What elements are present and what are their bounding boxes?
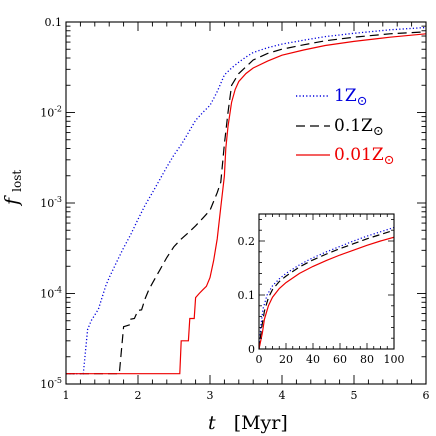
legend-entry-1: 0.1Z⊙ bbox=[334, 116, 384, 139]
inset-x-tick-label: 40 bbox=[306, 353, 320, 366]
inset-y-tick-label: 0.2 bbox=[238, 235, 256, 248]
inset-x-tick-label: 20 bbox=[279, 353, 293, 366]
inset-x-tick-label: 100 bbox=[384, 353, 405, 366]
y-axis-label: f lost bbox=[1, 170, 24, 207]
y-tick-label: 10-4 bbox=[40, 286, 62, 301]
inset-y-tick-label: 0 bbox=[248, 343, 255, 356]
inset-x-tick-label: 80 bbox=[360, 353, 374, 366]
y-tick-label: 0.1 bbox=[45, 16, 63, 29]
legend: 1Z⊙ 0.1Z⊙ 0.01Z⊙ bbox=[296, 86, 395, 168]
legend-entry-2: 0.01Z⊙ bbox=[334, 145, 395, 168]
series-line-1 bbox=[66, 31, 426, 375]
inset-x-tick-label: 0 bbox=[256, 353, 263, 366]
x-tick-label: 6 bbox=[423, 389, 430, 402]
series-line-0 bbox=[66, 26, 426, 375]
main-plot: 1 2 3 4 5 6 10-5 10-4 10-3 10-2 0.1 bbox=[40, 16, 429, 402]
x-tick-label: 1 bbox=[63, 389, 70, 402]
inset-plot: 0 20 40 60 80 100 0 0.1 0.2 bbox=[238, 213, 405, 366]
x-tick-label: 5 bbox=[351, 389, 358, 402]
x-axis-label: t [Myr] bbox=[208, 412, 288, 434]
inset-x-tick-label: 60 bbox=[333, 353, 347, 366]
series-line-2 bbox=[66, 33, 426, 375]
inset-series-line-2 bbox=[259, 236, 394, 349]
y-tick-label: 10-5 bbox=[40, 376, 62, 391]
inset-y-tick-label: 0.1 bbox=[238, 289, 256, 302]
y-tick-label: 10-3 bbox=[40, 195, 62, 210]
inset-series-line-1 bbox=[259, 229, 394, 349]
legend-entry-0: 1Z⊙ bbox=[334, 86, 368, 109]
x-tick-label: 3 bbox=[207, 389, 214, 402]
x-tick-label: 2 bbox=[135, 389, 142, 402]
x-tick-label: 4 bbox=[279, 389, 286, 402]
y-tick-label: 10-2 bbox=[40, 105, 62, 120]
